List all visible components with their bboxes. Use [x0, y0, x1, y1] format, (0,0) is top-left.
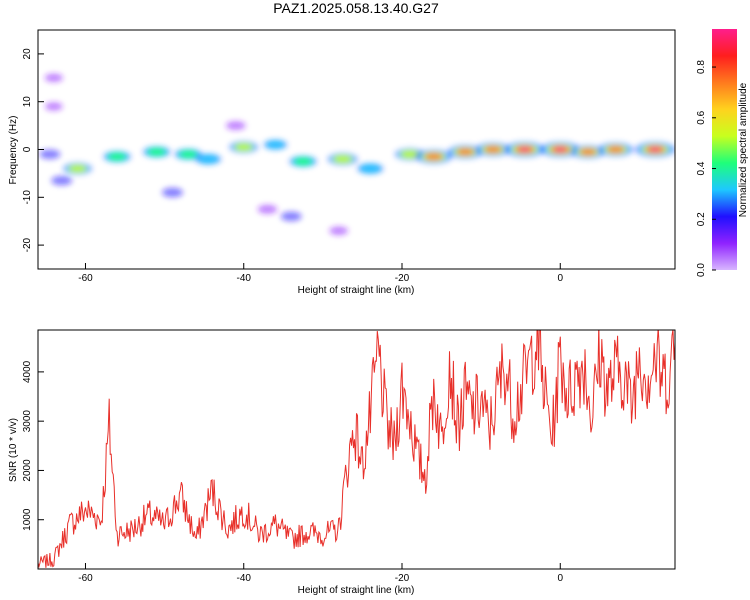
spectrogram-blob — [162, 187, 183, 198]
spectrogram-blob — [518, 147, 532, 152]
snr-line — [38, 330, 675, 569]
snr-frame — [37, 329, 676, 570]
spectrogram-blob — [579, 148, 597, 156]
spectrogram-blob — [484, 146, 502, 153]
spectrogram-blob — [197, 154, 219, 164]
spectrogram-blob — [68, 164, 87, 173]
x-tick-label: -60 — [78, 573, 93, 584]
snr-series — [38, 330, 675, 569]
spectrogram-blob — [39, 149, 61, 159]
snr-x-ticks: -60 -40 -20 0 — [78, 563, 563, 584]
spectrogram-blob — [226, 121, 246, 131]
spectrogram-blob — [108, 152, 127, 161]
snr-x-axis-label: Height of straight line (km) — [298, 585, 415, 596]
colorbar-tick-label: 0.6 — [696, 110, 707, 124]
spectrogram-blob — [456, 148, 474, 156]
spectrogram-y-axis-label: Frequency (Hz) — [8, 116, 19, 185]
colorbar-label: Normalized spectral amplitude — [738, 82, 749, 217]
x-tick-label: -20 — [395, 273, 410, 284]
y-tick-label: -10 — [22, 190, 33, 205]
spectrogram-blob — [147, 148, 166, 156]
spectrogram-blob — [294, 157, 313, 166]
colorbar-tick-label: 0.4 — [696, 161, 707, 175]
spectrogram-y-ticks: -20 -10 0 10 20 — [22, 48, 44, 252]
spectrogram-blob — [607, 146, 625, 153]
spectrogram-panel: -60 -40 -20 0 -20 -10 0 10 20 Height of straigh… — [8, 29, 676, 296]
spectrogram-blob — [553, 147, 567, 152]
colorbar-tick-label: 0.8 — [696, 60, 707, 74]
spectrogram-blob — [234, 143, 254, 152]
spectrogram-blob — [265, 140, 286, 149]
x-tick-label: -40 — [237, 573, 252, 584]
y-tick-label: 1000 — [22, 508, 33, 531]
spectrogram-x-ticks: -60 -40 -20 0 — [78, 263, 563, 284]
x-tick-label: -20 — [395, 573, 410, 584]
y-tick-label: 2000 — [22, 459, 33, 482]
spectrogram-blob — [329, 226, 349, 236]
spectrogram-blob — [359, 164, 382, 174]
snr-y-axis-label: SNR (10 * v/v) — [8, 418, 19, 482]
spectrogram-blob — [44, 73, 63, 83]
x-tick-label: -40 — [237, 273, 252, 284]
y-tick-label: 3000 — [22, 410, 33, 433]
y-tick-label: 10 — [22, 96, 33, 108]
x-tick-label: 0 — [557, 573, 563, 584]
spectrogram-blob — [424, 153, 443, 161]
snr-y-ticks: 1000 2000 3000 4000 — [22, 360, 44, 531]
spectrogram-blob — [51, 175, 73, 186]
spectrogram-blob — [179, 150, 198, 159]
y-tick-label: -20 — [22, 237, 33, 252]
x-tick-label: -60 — [78, 273, 93, 284]
chart-title: PAZ1.2025.058.13.40.G27 — [273, 0, 439, 16]
colorbar-gradient — [712, 29, 737, 270]
snr-panel: -60 -40 -20 0 1000 2000 3000 4000 Height of st… — [8, 329, 676, 596]
spectrogram-heatmap — [39, 73, 675, 236]
colorbar-tick-label: 0.2 — [696, 212, 707, 226]
spectrogram-blob — [280, 211, 302, 222]
y-tick-label: 4000 — [22, 360, 33, 383]
y-tick-label: 20 — [22, 48, 33, 60]
y-tick-label: 0 — [22, 146, 33, 152]
colorbar-tick-label: 0.0 — [696, 263, 707, 277]
spectrogram-blob — [400, 150, 420, 159]
spectrogram-blob — [332, 155, 353, 164]
spectrogram-x-axis-label: Height of straight line (km) — [298, 285, 415, 296]
colorbar: 0.0 0.2 0.4 0.6 0.8 Normalized spectral ampl… — [696, 29, 749, 277]
x-tick-label: 0 — [557, 273, 563, 284]
spectrogram-blob — [45, 102, 63, 111]
colorbar-ticks: 0.0 0.2 0.4 0.6 0.8 — [696, 60, 716, 277]
spectrogram-blob — [648, 147, 662, 152]
spectrogram-blob — [257, 204, 278, 214]
